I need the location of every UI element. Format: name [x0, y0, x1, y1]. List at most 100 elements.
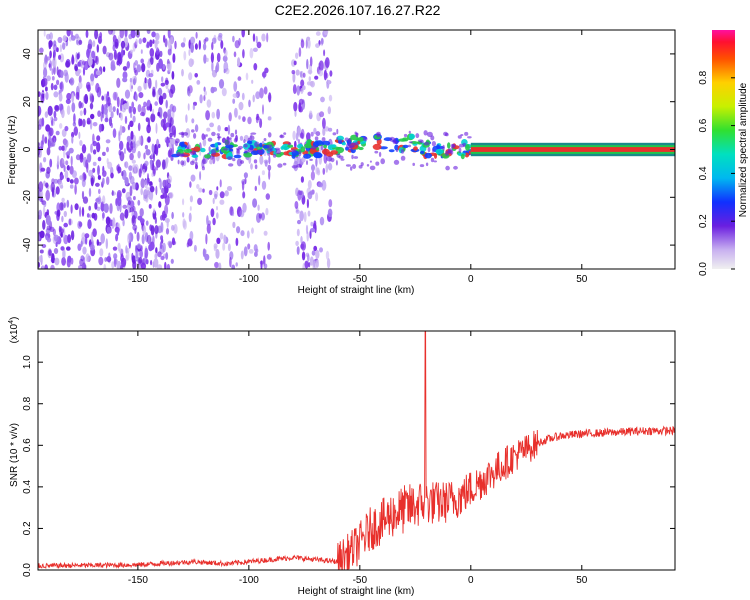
signal-blob — [372, 143, 382, 150]
signal-halo — [415, 133, 420, 139]
signal-blob — [464, 152, 470, 158]
noise-speck — [165, 99, 168, 109]
noise-speck — [309, 81, 314, 87]
noise-speck — [193, 244, 197, 252]
noise-speck — [239, 209, 245, 218]
signal-halo — [237, 145, 244, 149]
noise-speck — [319, 181, 322, 187]
noise-speck — [113, 49, 117, 60]
noise-speck — [216, 212, 219, 219]
noise-speck — [124, 30, 128, 38]
noise-speck — [87, 56, 93, 67]
noise-speck — [53, 110, 57, 118]
noise-speck — [206, 57, 209, 63]
noise-speck — [150, 225, 155, 236]
noise-speck — [38, 91, 41, 97]
noise-speck — [40, 140, 44, 150]
noise-speck — [106, 146, 109, 153]
noise-speck — [128, 105, 132, 114]
noise-speck — [137, 85, 142, 92]
noise-speck — [268, 92, 272, 103]
noise-speck — [44, 111, 49, 118]
signal-blob — [246, 140, 253, 145]
noise-speck — [145, 259, 149, 265]
signal-blob — [460, 153, 465, 160]
noise-speck — [148, 204, 152, 209]
noise-speck — [95, 182, 100, 187]
noise-speck — [195, 31, 198, 39]
y-tick-label: 0.2 — [22, 521, 33, 535]
noise-speck — [59, 82, 63, 90]
noise-speck — [129, 120, 134, 128]
noise-speck — [209, 159, 213, 165]
noise-speck — [62, 248, 66, 260]
noise-speck — [239, 135, 244, 141]
noise-speck — [247, 116, 252, 125]
noise-speck — [263, 263, 268, 269]
noise-speck — [62, 148, 66, 159]
noise-speck — [262, 104, 264, 115]
noise-speck — [187, 103, 190, 111]
x-tick-label: 50 — [576, 575, 588, 586]
noise-speck — [88, 187, 92, 197]
noise-speck — [320, 96, 325, 103]
noise-speck — [180, 42, 186, 48]
noise-speck — [236, 226, 241, 234]
noise-speck — [129, 81, 133, 93]
noise-speck — [232, 93, 238, 98]
noise-speck — [319, 111, 325, 118]
noise-speck — [149, 48, 155, 57]
signal-halo — [369, 160, 372, 163]
noise-speck — [323, 49, 326, 57]
noise-speck — [45, 189, 50, 201]
signal-blob — [330, 150, 338, 155]
noise-speck — [244, 177, 247, 185]
noise-speck — [77, 61, 81, 67]
noise-speck — [327, 208, 333, 218]
noise-speck — [132, 107, 136, 115]
signal-halo — [320, 145, 324, 151]
noise-speck — [166, 182, 172, 189]
signal-halo — [207, 137, 213, 142]
signal-blob — [420, 150, 425, 154]
signal-blob — [335, 146, 345, 154]
noise-speck — [323, 69, 327, 81]
noise-speck — [66, 30, 71, 37]
snr-plot-area — [38, 331, 675, 570]
noise-speck — [222, 55, 228, 62]
noise-speck — [152, 108, 155, 115]
noise-speck — [44, 136, 48, 144]
noise-speck — [122, 66, 128, 71]
noise-speck — [268, 155, 271, 165]
noise-speck — [242, 49, 245, 59]
noise-speck — [125, 245, 128, 254]
noise-speck — [299, 210, 304, 222]
noise-speck — [169, 122, 172, 128]
snr-scale-prefix: (x10 — [9, 323, 20, 343]
noise-speck — [250, 163, 253, 170]
noise-speck — [63, 210, 67, 218]
noise-speck — [71, 136, 74, 144]
noise-speck — [89, 102, 94, 110]
noise-speck — [327, 106, 331, 115]
noise-speck — [146, 234, 152, 245]
noise-speck — [327, 79, 331, 85]
noise-speck — [113, 256, 117, 268]
noise-speck — [265, 207, 269, 216]
noise-speck — [49, 140, 52, 149]
noise-speck — [243, 246, 248, 257]
snr-y-label: SNR (10 * v/v) — [9, 423, 20, 487]
noise-speck — [170, 36, 174, 45]
noise-speck — [291, 70, 296, 75]
noise-speck — [188, 212, 192, 223]
noise-speck — [63, 165, 66, 172]
noise-speck — [154, 253, 158, 260]
noise-speck — [295, 69, 300, 76]
noise-speck — [170, 155, 174, 162]
noise-speck — [237, 76, 242, 81]
noise-speck — [241, 92, 245, 101]
noise-speck — [129, 185, 133, 197]
noise-speck — [142, 37, 147, 43]
noise-speck — [133, 196, 136, 201]
noise-speck — [81, 190, 85, 200]
